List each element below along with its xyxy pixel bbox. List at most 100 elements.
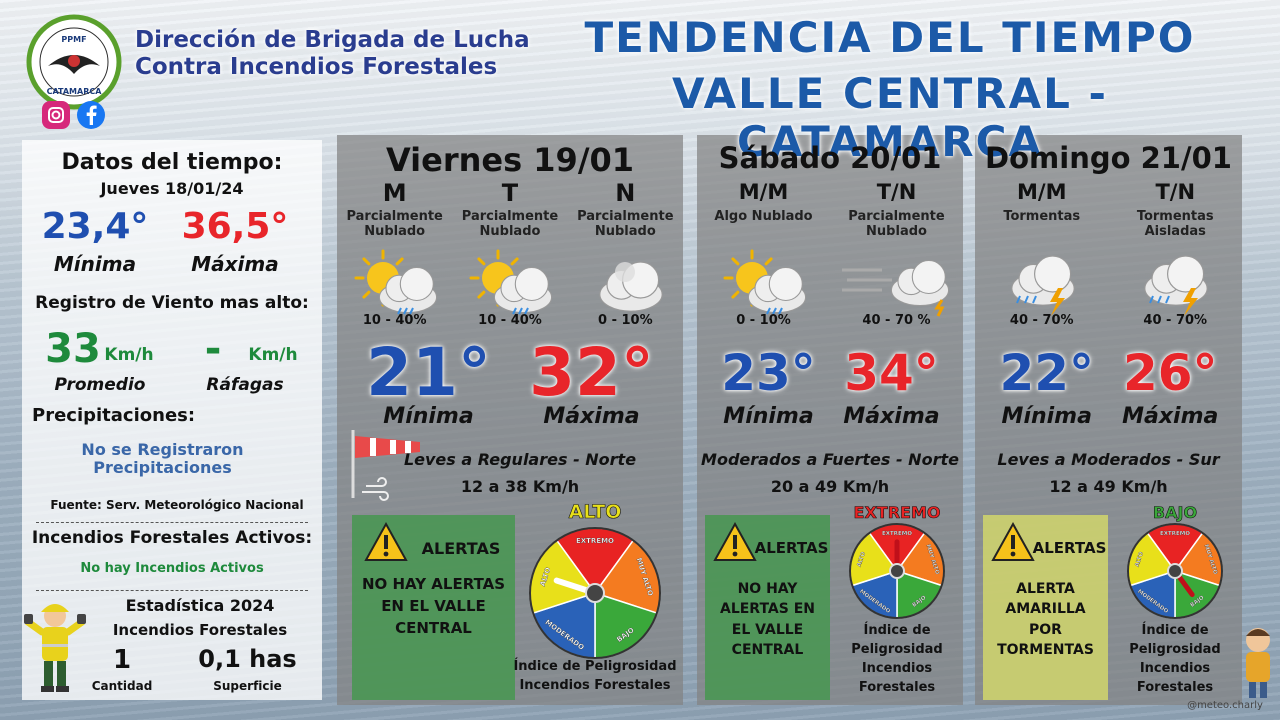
day-name: Viernes 19/01 <box>385 141 635 179</box>
period-label: M/M <box>738 180 789 204</box>
warning-icon <box>713 521 757 561</box>
stats-count: 1 <box>112 645 132 675</box>
title: TENDENCIA DEL TIEMPO <box>584 13 1196 62</box>
gauge-label: ALTO <box>1135 551 1146 568</box>
wind-speed: 20 a 49 Km/h <box>770 477 890 496</box>
wind-unit: Km/h <box>104 345 154 365</box>
period-condition: Parcialmente Nublado <box>577 209 674 239</box>
precip-text: No se Registraron Precipitaciones <box>81 440 244 478</box>
org-name: Contra Incendios Forestales <box>135 54 498 80</box>
wind-speed: 12 a 49 Km/h <box>1049 477 1168 496</box>
period-label: N <box>615 179 636 207</box>
weather-icon <box>469 249 553 315</box>
danger-level: EXTREMO <box>853 503 941 522</box>
day-name: Domingo 21/01 <box>985 141 1232 175</box>
danger-caption: Índice de Peligrosidad Incendios Foresta… <box>1129 623 1221 695</box>
logo-text: CATAMARCA <box>47 87 103 96</box>
logo-text: PPMF <box>61 35 86 44</box>
period-condition: Tormentas <box>1003 209 1081 224</box>
period-condition: Parcialmente Nublado <box>848 209 945 239</box>
stats-area: 0,1 has <box>198 645 297 673</box>
panel-title: Datos del tiempo: <box>61 150 283 175</box>
warning-icon <box>991 521 1035 561</box>
gauge-hub <box>889 563 905 579</box>
min-label: Mínima <box>383 404 474 429</box>
fires-title: Incendios Forestales Activos: <box>31 528 313 548</box>
wind-avg: 33 <box>45 326 101 372</box>
gauge-hub <box>585 583 605 603</box>
weather-icon <box>1144 255 1209 316</box>
gauge-label: EXTREMO <box>1160 531 1190 537</box>
alert-title: ALERTAS <box>421 539 501 558</box>
current-panel <box>22 140 322 700</box>
period-probability: 0 - 10% <box>598 313 653 328</box>
period-probability: 10 - 40% <box>478 313 542 328</box>
logo: PPMF CATAMARCA <box>26 14 122 110</box>
alert-title: ALERTAS <box>754 539 829 557</box>
firefighter <box>24 604 86 692</box>
instagram-icon <box>42 101 70 129</box>
weather-icon <box>1010 255 1075 316</box>
period-condition: Tormentas Aisladas <box>1136 209 1214 239</box>
period-label: T/N <box>1155 180 1196 204</box>
danger-caption: Índice de Peligrosidad Incendios Foresta… <box>851 623 943 695</box>
period-probability: 40 - 70 % <box>862 313 931 328</box>
wind-gust: - <box>204 326 222 372</box>
gauge-label: EXTREMO <box>576 537 614 545</box>
wind-title: Registro de Viento mas alto: <box>35 293 309 313</box>
weather-icon <box>599 261 664 312</box>
min-label: Mínima <box>1001 404 1092 429</box>
max-label: Máxima <box>1122 404 1219 429</box>
min-label: Mínima <box>723 404 814 429</box>
avatar <box>1246 628 1270 698</box>
divider <box>36 522 308 523</box>
wind-gust-label: Ráfagas <box>206 375 284 395</box>
max-temp: 26° <box>1122 344 1218 402</box>
period-probability: 40 - 70% <box>1009 313 1074 328</box>
min-temp: 23,4° <box>41 206 149 247</box>
period-label: M <box>382 179 407 207</box>
period-probability: 40 - 70% <box>1143 313 1208 328</box>
weather-icon <box>723 249 806 315</box>
min-temp: 22° <box>999 344 1095 402</box>
min-temp: 21° <box>366 334 491 411</box>
gauge-ring <box>1127 523 1223 619</box>
min-label: Mínima <box>53 252 137 276</box>
facebook-icon <box>77 101 105 129</box>
source: Fuente: Serv. Meteorológico Nacional <box>50 498 304 512</box>
max-label: Máxima <box>543 404 640 429</box>
gauge-ring <box>529 527 661 659</box>
alert-text: NO HAY ALERTAS EN EL VALLE CENTRAL <box>719 581 815 658</box>
wind-unit: Km/h <box>248 345 298 365</box>
period-condition: Parcialmente Nublado <box>461 209 559 239</box>
wind-description: Moderados a Fuertes - Norte <box>701 450 959 469</box>
day-name: Sábado 20/01 <box>718 141 942 175</box>
max-label: Máxima <box>191 252 279 276</box>
min-temp: 23° <box>721 344 816 402</box>
max-label: Máxima <box>843 404 940 429</box>
period-probability: 10 - 40% <box>362 313 427 328</box>
gauge-ring <box>849 523 945 619</box>
alert-title: ALERTAS <box>1032 539 1107 557</box>
credit: @meteo.charly <box>1187 700 1263 711</box>
date: Jueves 18/01/24 <box>100 179 244 198</box>
wind-description: Leves a Regulares - Norte <box>403 450 637 469</box>
period-label: T/N <box>876 180 917 204</box>
period-condition: Parcialmente Nublado <box>346 209 443 239</box>
max-temp: 34° <box>844 344 939 402</box>
gauge-label: EXTREMO <box>882 531 912 537</box>
stats-area-label: Superficie <box>213 679 282 693</box>
period-probability: 0 - 10% <box>736 313 791 328</box>
weather-icon <box>841 259 949 317</box>
period-label: T <box>501 179 519 207</box>
weather-icon <box>354 249 437 315</box>
windsock-icon <box>351 430 420 501</box>
warning-icon <box>364 521 408 561</box>
max-temp: 36,5° <box>181 206 289 247</box>
danger-caption: Índice de Peligrosidad Incendios Foresta… <box>513 659 677 693</box>
wind-description: Leves a Moderados - Sur <box>997 450 1220 469</box>
